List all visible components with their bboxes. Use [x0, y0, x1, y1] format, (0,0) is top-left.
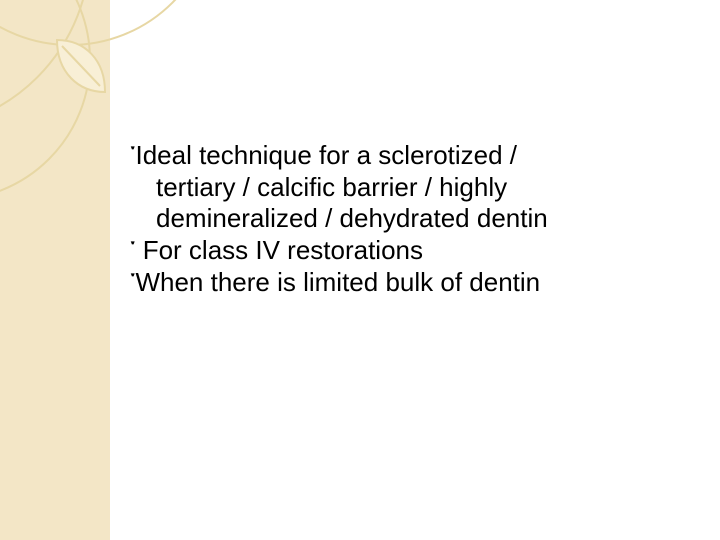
- bullet-text: For class IV restorations: [135, 235, 423, 265]
- bullet-text: tertiary / calcific barrier / highly: [156, 172, 507, 202]
- bullet-text: demineralized / dehydrated dentin: [156, 203, 548, 233]
- bullet-line: demineralized / dehydrated dentin: [130, 203, 670, 235]
- bullet-line: ་When there is limited bulk of dentin: [130, 267, 670, 299]
- left-accent-band: [0, 0, 110, 540]
- bullet-line: ་ For class IV restorations: [130, 235, 670, 267]
- bullet-line: tertiary / calcific barrier / highly: [130, 172, 670, 204]
- bullet-text: Ideal technique for a sclerotized /: [135, 140, 517, 170]
- bullet-line: ་Ideal technique for a sclerotized /: [130, 140, 670, 172]
- slide: ་Ideal technique for a sclerotized /tert…: [0, 0, 720, 540]
- bullet-text: When there is limited bulk of dentin: [135, 267, 540, 297]
- bullet-list: ་Ideal technique for a sclerotized /tert…: [130, 140, 670, 299]
